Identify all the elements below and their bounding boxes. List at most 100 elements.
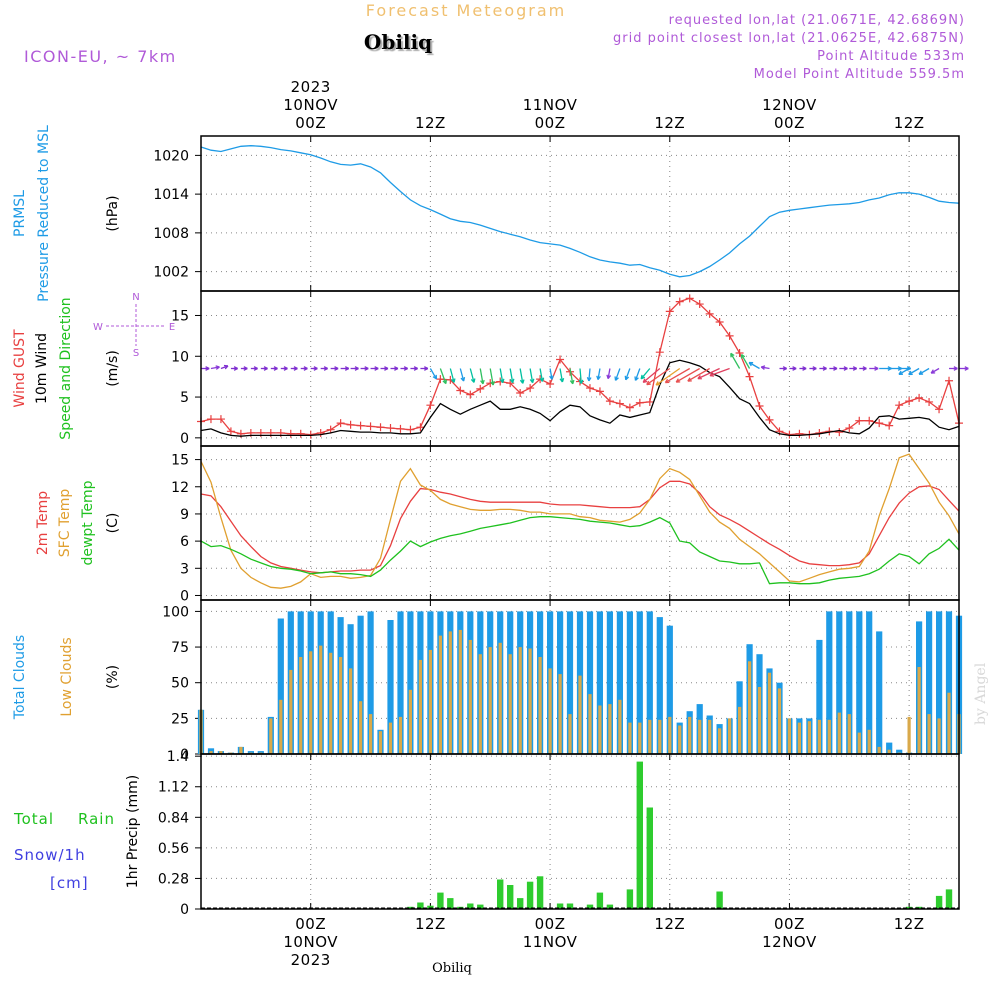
wind-arrow-head	[760, 365, 766, 370]
rain-bar	[586, 904, 594, 909]
y-tick-label: 25	[171, 711, 189, 727]
wind-arrow	[697, 367, 720, 380]
unit-label: (m/s)	[105, 350, 121, 387]
top-time-label: 2023	[291, 78, 331, 96]
gust-marker	[406, 425, 415, 434]
series-line-dewpt-temp	[200, 516, 960, 585]
compass-n-label: N	[132, 292, 139, 303]
wind-arrow-head	[874, 366, 879, 371]
y-tick-label: 1020	[153, 148, 189, 164]
unit-label: (hPa)	[105, 195, 121, 231]
wind-arrow-head	[578, 379, 584, 384]
total-cloud-bar	[666, 625, 673, 754]
gust-marker	[655, 348, 664, 357]
low-cloud-bar	[777, 688, 782, 754]
low-cloud-bar	[648, 719, 652, 754]
low-cloud-bar	[468, 639, 472, 754]
bottom-time-label: 00Z	[535, 915, 566, 933]
wind-arrow-head	[802, 366, 807, 371]
total-cloud-bar	[856, 611, 863, 754]
low-cloud-bar	[588, 694, 592, 754]
total-cloud-bar	[387, 620, 394, 754]
gust-marker	[745, 372, 754, 381]
unit-label: (%)	[105, 665, 121, 689]
rain-bar	[646, 807, 653, 909]
gust-marker	[695, 300, 704, 309]
wind-arrow	[579, 368, 582, 384]
wind-arrow-head	[460, 376, 466, 382]
wind-arrow-head	[509, 378, 515, 384]
rain-bar	[935, 895, 943, 909]
low-cloud-bar	[309, 651, 313, 754]
wind-arrow-head	[624, 375, 630, 381]
total-cloud-bar	[606, 611, 613, 754]
wind-arrow	[519, 368, 524, 384]
gust-marker	[855, 416, 864, 425]
gust-marker	[366, 422, 375, 431]
low-cloud-bar	[718, 728, 722, 754]
top-time-label: 00Z	[535, 114, 566, 132]
wind-arrow	[740, 354, 751, 369]
gust-marker	[725, 331, 734, 340]
low-cloud-bar	[558, 674, 562, 754]
gust-marker	[396, 424, 405, 433]
wind-arrow-head	[792, 366, 797, 371]
gust-marker	[845, 424, 854, 433]
wind-arrow-head	[263, 366, 268, 371]
wind-arrow	[748, 361, 760, 370]
wind-arrow-head	[953, 366, 958, 371]
low-cloud-bar	[568, 714, 572, 754]
gust-marker	[765, 415, 774, 424]
location-title: Obiliq	[364, 30, 432, 54]
wind-arrow-head	[480, 379, 485, 385]
wind-arrow	[930, 367, 940, 374]
legend-label: Total Clouds	[12, 635, 28, 720]
wind-arrow	[489, 368, 494, 386]
low-cloud-bar	[628, 722, 632, 754]
total-cloud-bar	[945, 611, 953, 754]
wind-arrow	[646, 367, 671, 386]
wind-arrow-head	[642, 378, 648, 384]
gust-marker	[615, 399, 624, 408]
gust-marker	[556, 355, 565, 364]
gust-marker	[835, 428, 844, 437]
low-cloud-bar	[269, 718, 273, 754]
low-cloud-bar	[807, 721, 811, 754]
wind-arrow	[614, 368, 621, 381]
wind-arrow-head	[964, 366, 969, 371]
wind-arrow-head	[730, 352, 735, 358]
low-cloud-bar	[488, 647, 492, 754]
gust-marker	[925, 397, 934, 406]
wind-arrow-head	[640, 374, 646, 380]
low-cloud-bar	[279, 699, 283, 754]
wind-arrow-head	[403, 366, 408, 371]
y-tick-label: 10	[171, 349, 189, 365]
series-line-2m-temp	[200, 480, 960, 574]
total-cloud-bar	[866, 611, 873, 754]
legend-label: Rain	[78, 810, 115, 828]
series-line-prmsl	[200, 145, 960, 278]
y-tick-label: 15	[171, 308, 189, 324]
legend-label: [cm]	[50, 874, 89, 892]
y-tick-label: 75	[171, 640, 189, 656]
gust-marker	[895, 401, 904, 410]
legend-label: 2m Temp	[35, 491, 51, 555]
low-cloud-bar	[408, 689, 412, 754]
bottom-time-label: 10NOV	[283, 933, 338, 951]
rain-bar	[526, 881, 534, 909]
wind-arrow	[429, 368, 437, 380]
gust-marker	[945, 376, 954, 385]
gust-marker	[546, 380, 555, 388]
wind-arrow	[469, 368, 475, 383]
total-cloud-bar	[816, 639, 823, 754]
wind-arrow	[675, 367, 701, 383]
top-time-label: 10NOV	[283, 96, 338, 114]
total-cloud-bar	[586, 611, 594, 754]
rain-bar	[716, 891, 723, 909]
rain-bar	[945, 889, 953, 909]
wind-arrow	[588, 368, 591, 381]
low-cloud-bar	[319, 645, 323, 754]
bottom-time-label: 12NOV	[762, 933, 817, 951]
low-cloud-bar	[658, 719, 662, 754]
low-cloud-bar	[608, 704, 612, 754]
